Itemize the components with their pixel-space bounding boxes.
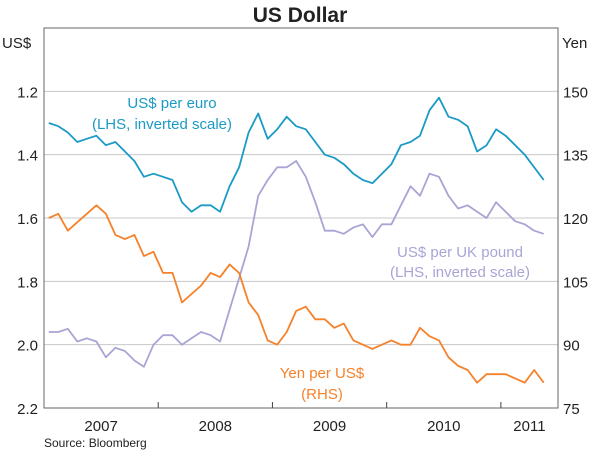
right-tick-label: 75 <box>563 401 580 418</box>
left-tick-label: 1.4 <box>17 148 38 165</box>
x-tick-label: 2007 <box>84 418 117 435</box>
pound-series-note: (LHS, inverted scale) <box>390 264 530 281</box>
yen-series-note: (RHS) <box>301 386 343 403</box>
right-tick-label: 90 <box>563 338 580 355</box>
yen-line <box>48 204 545 384</box>
plot-frame <box>43 27 559 409</box>
left-tick-label: 1.8 <box>17 274 38 291</box>
right-tick-label: 105 <box>563 274 588 291</box>
right-axis-unit: Yen <box>562 35 587 52</box>
left-tick-label: 2.0 <box>17 338 38 355</box>
pound-series-label: US$ per UK pound <box>397 244 523 261</box>
left-tick-label: 1.2 <box>17 84 38 101</box>
x-tick-label: 2009 <box>313 418 346 435</box>
right-tick-label: 120 <box>563 211 588 228</box>
euro-line <box>48 96 545 213</box>
right-tick-label: 135 <box>563 148 588 165</box>
pound-line <box>48 160 544 368</box>
left-tick-label: 2.2 <box>17 401 38 418</box>
right-tick-label: 150 <box>563 84 588 101</box>
euro-series-label: US$ per euro <box>127 95 216 112</box>
x-tick-label: 2008 <box>199 418 232 435</box>
x-tick-label: 2010 <box>427 418 460 435</box>
yen-series-label: Yen per US$ <box>280 365 365 382</box>
euro-series-note: (LHS, inverted scale) <box>92 116 232 133</box>
source-note: Source: Bloomberg <box>44 436 147 450</box>
left-axis-unit: US$ <box>2 35 32 52</box>
x-tick-label: 2011 <box>513 418 545 435</box>
left-tick-label: 1.6 <box>17 211 38 228</box>
chart-title: US Dollar <box>253 4 348 27</box>
